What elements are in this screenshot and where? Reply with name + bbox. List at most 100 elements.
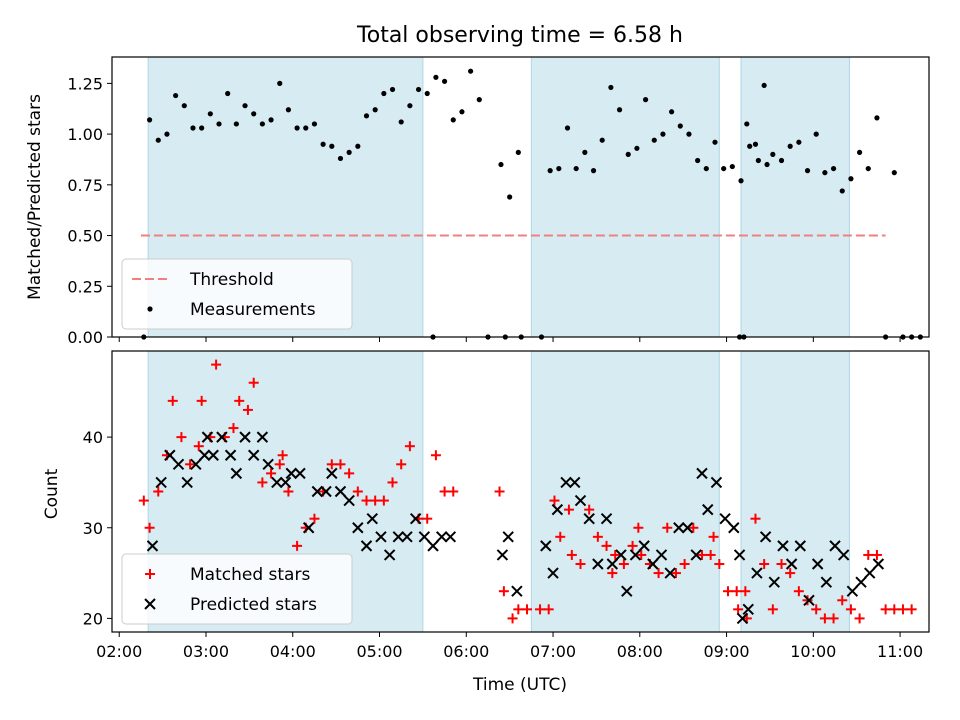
predicted-star-marker <box>655 549 668 561</box>
matched-star-marker <box>750 513 761 524</box>
marker-stroke <box>271 476 283 489</box>
predicted-star-marker <box>146 540 159 552</box>
measurement-point <box>848 176 854 182</box>
marker-stroke <box>201 431 214 443</box>
matched-star-marker <box>228 423 239 434</box>
matched-star-marker <box>845 604 856 615</box>
predicted-star-marker <box>207 449 219 461</box>
measurement-point <box>476 97 482 103</box>
matched-star-marker <box>793 586 804 597</box>
predicted-star-marker <box>279 476 292 489</box>
predicted-star-marker <box>334 485 347 498</box>
matched-star-marker <box>378 495 389 506</box>
marker-stroke <box>248 449 260 461</box>
predicted-star-marker <box>681 522 694 534</box>
predicted-star-marker <box>343 494 355 507</box>
x-tick-label: 04:00 <box>270 642 316 661</box>
measurement-point <box>839 188 845 194</box>
matched-star-marker <box>636 549 647 560</box>
measurement-point <box>294 125 300 131</box>
marker-stroke <box>829 540 841 552</box>
matched-star-marker <box>185 459 196 470</box>
matched-star-marker <box>387 477 398 488</box>
measurement-point <box>590 168 597 174</box>
measurement-point <box>363 113 370 119</box>
predicted-star-marker <box>418 531 431 543</box>
marker-stroke <box>702 503 714 516</box>
measurement-point <box>608 84 614 91</box>
measurement-point <box>891 170 897 176</box>
measurement-point <box>804 168 811 174</box>
axes-frame <box>111 350 930 633</box>
predicted-star-marker <box>271 476 283 489</box>
predicted-star-marker <box>560 476 572 489</box>
predicted-star-marker <box>719 512 731 525</box>
marker-stroke <box>664 567 676 579</box>
matched-star-marker <box>430 450 441 461</box>
matched-star-marker <box>193 441 204 452</box>
matched-star-marker <box>714 559 725 570</box>
predicted-star-marker <box>401 531 413 543</box>
matched-star-marker <box>828 613 839 624</box>
count-y-axis-label: Count <box>42 468 62 519</box>
matched-star-marker <box>575 559 586 570</box>
matched-star-marker <box>696 549 707 560</box>
matched-star-marker <box>708 531 719 542</box>
matched-star-marker <box>607 568 618 579</box>
marker-stroke <box>733 549 746 561</box>
legend-box <box>121 553 353 625</box>
predicted-star-marker <box>728 522 740 534</box>
predicted-star-marker <box>736 612 749 625</box>
marker-stroke <box>690 549 702 561</box>
y-tick-label: 1.00 <box>67 125 103 144</box>
marker-stroke <box>638 540 650 552</box>
x-tick-label: 06:00 <box>443 642 489 661</box>
observing-window <box>740 56 850 338</box>
matched-star-marker <box>897 604 908 615</box>
matched-star-marker <box>274 459 285 470</box>
marker-stroke <box>181 476 193 489</box>
matched-star-marker <box>863 549 874 560</box>
measurement-point <box>625 151 631 157</box>
marker-stroke <box>681 522 694 534</box>
measurement-point <box>599 137 605 143</box>
marker-stroke <box>366 512 378 525</box>
measurement-point <box>415 86 422 93</box>
predicted-star-marker <box>811 558 824 570</box>
marker-stroke <box>540 540 552 552</box>
predicted-star-marker <box>846 585 859 597</box>
matched-star-marker <box>422 513 433 524</box>
predicted-star-marker <box>435 531 448 543</box>
predicted-star-marker <box>540 540 552 552</box>
y-tick-label: 0.25 <box>67 277 103 296</box>
measurement-point <box>259 121 265 127</box>
measurement-point <box>329 143 335 149</box>
predicted-star-marker <box>569 476 581 489</box>
marker-stroke <box>719 512 731 525</box>
matched-star-marker <box>854 613 865 624</box>
matched-star-marker <box>211 359 222 370</box>
predicted-star-marker <box>326 467 338 480</box>
marker-stroke <box>569 476 581 489</box>
predicted-star-marker <box>710 476 723 489</box>
predicted-star-marker <box>777 540 789 552</box>
legend: Threshold Measurements <box>121 258 353 330</box>
measurement-point <box>770 151 776 157</box>
predicted-star-marker <box>629 549 642 561</box>
measurement-point <box>677 123 683 129</box>
marker-stroke <box>837 549 850 561</box>
matched-star-marker <box>266 468 277 479</box>
marker-stroke <box>418 531 431 543</box>
marker-stroke <box>294 467 306 480</box>
marker-stroke <box>239 431 251 443</box>
predicted-star-marker <box>794 540 807 552</box>
marker-stroke <box>785 558 798 570</box>
matched-star-marker <box>662 522 673 533</box>
measurement-point <box>616 107 623 113</box>
measurement-point <box>822 170 828 176</box>
predicted-star-marker <box>803 594 815 606</box>
ratio-y-axis-label: Matched/Predicted stars <box>25 94 45 300</box>
measurement-point <box>564 125 571 131</box>
measurement-point <box>355 143 361 149</box>
observing-window <box>530 56 720 338</box>
